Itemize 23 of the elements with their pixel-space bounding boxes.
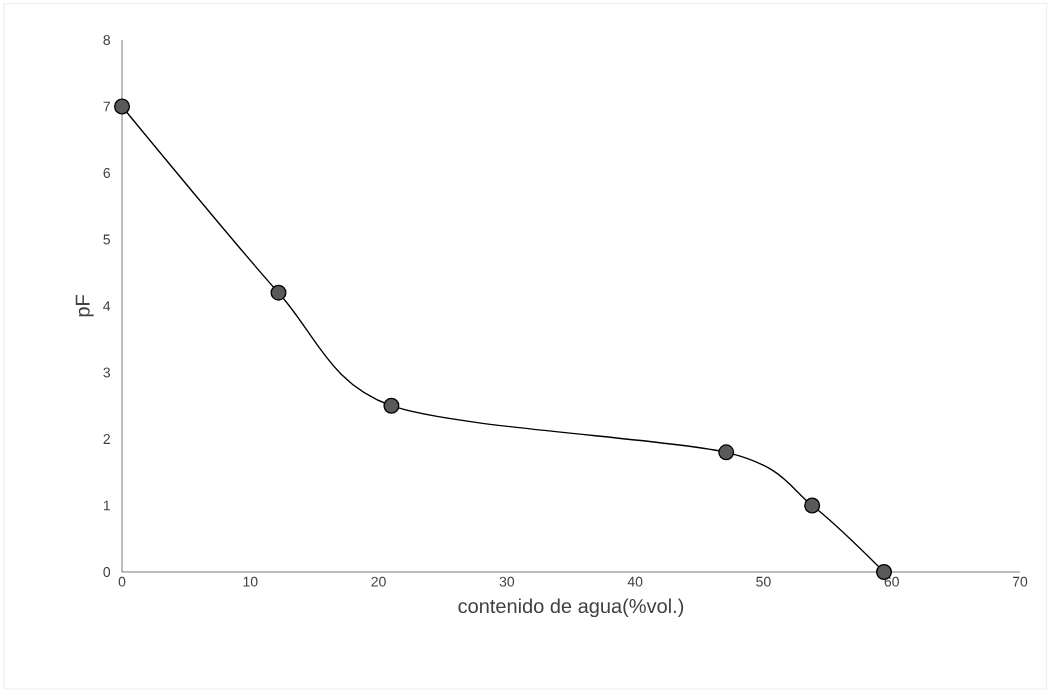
y-tick-label: 8 — [103, 35, 111, 45]
x-tick-label: 0 — [118, 576, 126, 587]
x-tick-label: 30 — [499, 576, 515, 587]
x-tick-label: 10 — [243, 576, 258, 587]
point — [114, 98, 131, 115]
point — [718, 444, 735, 461]
x-tick-label: 40 — [627, 576, 643, 587]
point — [383, 397, 400, 414]
y-tick-label: 5 — [103, 234, 111, 245]
x-tick-label: 20 — [371, 576, 386, 587]
point — [270, 284, 287, 301]
x-tick-label: 50 — [756, 576, 771, 587]
y-tick-label: 4 — [103, 301, 111, 311]
y-axis-title: pF — [75, 295, 94, 317]
y-tick-label: 7 — [103, 101, 110, 112]
y-tick-label: 2 — [103, 434, 110, 444]
y-tick-label: 1 — [103, 500, 110, 511]
x-axis-title: contenido de agua(%vol.) — [458, 598, 684, 618]
y-tick-label: 0 — [103, 567, 111, 577]
x-tick-label: 70 — [1012, 576, 1028, 587]
point — [804, 497, 821, 514]
y-tick-label: 3 — [103, 367, 111, 378]
y-tick-label: 6 — [103, 168, 111, 178]
